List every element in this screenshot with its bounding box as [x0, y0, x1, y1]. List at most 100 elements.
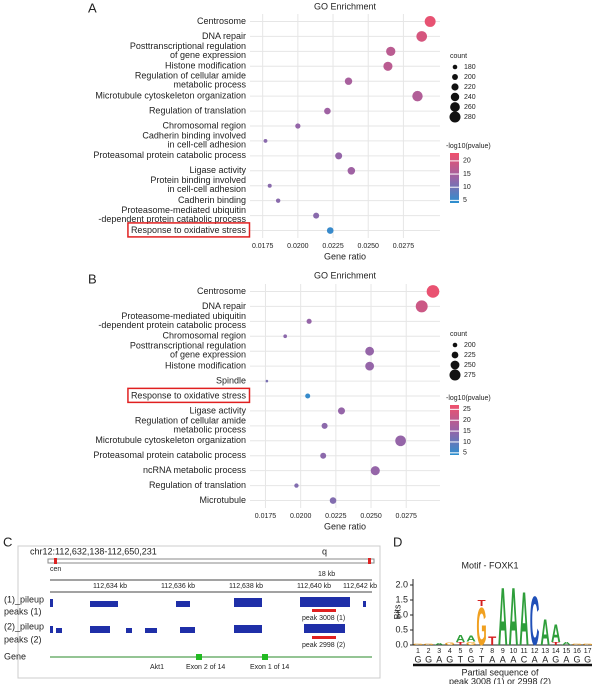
x-tick-label: 0.0275	[393, 243, 415, 250]
colorbar-label: 15	[463, 171, 471, 178]
x-tick-label: 0.0225	[322, 243, 344, 250]
arm-label: q	[322, 546, 327, 556]
y-axis-label: Bits	[392, 604, 402, 620]
x-tick-label: 0.0275	[396, 513, 418, 520]
dot	[347, 167, 356, 175]
dot	[335, 152, 343, 160]
coordinate-label: 112,636 kb	[161, 583, 195, 590]
region-mark	[368, 558, 371, 564]
y-tick-label: Chromosomal region	[162, 331, 246, 341]
dot	[283, 334, 288, 339]
sequence-letter: G	[414, 654, 421, 664]
y-tick-label: Cadherin binding	[178, 195, 246, 205]
chart-title: GO Enrichment	[314, 1, 377, 11]
logo-letter: T	[488, 633, 496, 647]
y-tick-label: Histone modification	[165, 61, 246, 71]
panel-label: A	[88, 0, 97, 15]
position-label: 2	[427, 648, 431, 655]
dot	[395, 435, 406, 447]
legend-dot	[450, 92, 460, 102]
dot	[415, 300, 428, 313]
colorbar-label: 15	[463, 428, 471, 435]
sequence-letter: G	[446, 654, 453, 664]
colorbar-label: 10	[463, 184, 471, 191]
dot	[306, 318, 312, 324]
x-tick-label: 0.0200	[287, 243, 309, 250]
highlight-box	[127, 222, 251, 238]
position-label: 8	[490, 648, 494, 655]
locus: chr12:112,632,138-112,650,231	[30, 546, 157, 556]
logo-letter: A	[562, 642, 572, 647]
legend-label: 260	[464, 104, 476, 111]
colorbar-label: 10	[463, 439, 471, 446]
dot	[344, 77, 353, 85]
peak-bar	[312, 636, 336, 639]
legend-label: 200	[464, 74, 476, 81]
genome-browser: chr12:112,632,138-112,650,231 q cen 18 k…	[4, 545, 381, 679]
dot	[265, 379, 269, 383]
x-tick-label: 0.0250	[360, 513, 382, 520]
coordinate-ruler: 112,634 kb 112,636 kb 112,638 kb 112,640…	[50, 583, 377, 593]
y-tick-label: 1.0	[395, 609, 408, 619]
logo-letter: T	[456, 642, 464, 647]
colorbar	[450, 405, 459, 455]
panel-label: C	[3, 534, 12, 549]
legend-dot	[450, 360, 460, 370]
sequence-letter: C	[521, 654, 528, 664]
legend-dot	[451, 83, 459, 91]
position-label: 12	[531, 648, 539, 655]
x-tick-label: 0.0175	[252, 243, 274, 250]
y-tick-label: Regulation of translation	[149, 105, 246, 115]
logo-letter: A	[509, 572, 519, 663]
y-tick-label: Centrosome	[197, 286, 246, 296]
dot	[313, 212, 320, 219]
chart-title: GO Enrichment	[314, 270, 377, 280]
logo-letter: A	[498, 572, 508, 663]
sequence-letter: G	[573, 654, 580, 664]
position-label: 6	[469, 648, 473, 655]
centromere-label: cen	[50, 566, 61, 573]
logo-letter: G	[582, 643, 592, 645]
legend-label: 220	[464, 84, 476, 91]
position-label: 10	[510, 648, 518, 655]
position-label: 13	[541, 648, 549, 655]
position-label: 9	[501, 648, 505, 655]
colorbar-label: 20	[463, 417, 471, 424]
dot	[275, 198, 281, 203]
sequence-letter: G	[584, 654, 591, 664]
legend-dot	[452, 64, 458, 70]
sequence-letter: G	[425, 654, 432, 664]
position-label: 5	[458, 648, 462, 655]
y-tick-label: Ligase activity	[189, 405, 246, 415]
y-tick-label: Histone modification	[165, 361, 246, 371]
sequence-letter: A	[489, 654, 495, 664]
pileup-1	[50, 597, 366, 607]
sequence-letter: G	[467, 654, 474, 664]
logo-letter: C	[530, 581, 540, 660]
sequence-letter: A	[542, 654, 548, 664]
y-tick-label: DNA repair	[202, 31, 246, 41]
caption: peak 3008 (1) or 2998 (2)	[449, 676, 551, 684]
x-tick-label: 0.0225	[325, 513, 347, 520]
position-label: 3	[437, 648, 441, 655]
dot	[294, 483, 299, 488]
logo-letter: G	[423, 643, 433, 645]
coordinate-label: 112,634 kb	[93, 583, 127, 590]
logo-letter: A	[456, 632, 466, 644]
legend-dot	[449, 369, 461, 381]
legend-label: 180	[464, 64, 476, 71]
logo-letter: A	[519, 577, 529, 662]
exon	[262, 654, 268, 660]
legend-label: 240	[464, 94, 476, 101]
dot	[326, 227, 334, 234]
legend-dot	[452, 74, 458, 80]
dot	[424, 15, 436, 27]
y-tick-label: Protein binding involved in cell-cell adh…	[150, 176, 246, 195]
panel-label: B	[88, 271, 97, 286]
x-tick-label: 0.0175	[255, 513, 277, 520]
dot	[365, 361, 375, 371]
dot	[386, 46, 396, 56]
dot	[383, 61, 393, 71]
peak-bar	[312, 609, 336, 612]
y-tick-label: Regulation of cellular amide metabolic pr…	[135, 416, 247, 435]
